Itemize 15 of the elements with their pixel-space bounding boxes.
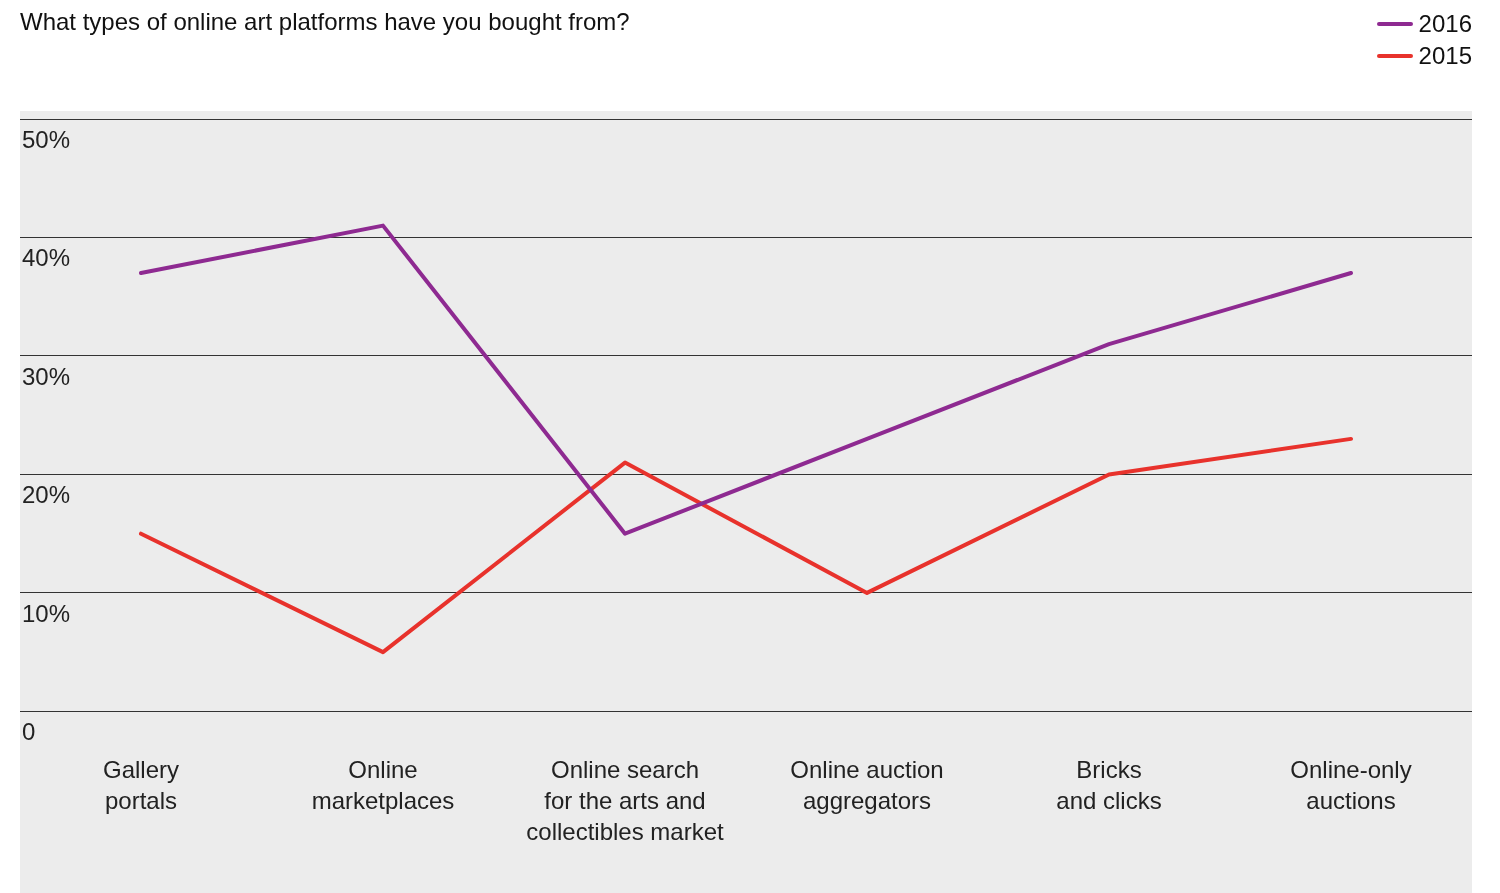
y-tick-label: 30% (22, 362, 71, 390)
legend-label: 2016 (1418, 9, 1472, 39)
legend-label: 2015 (1418, 41, 1472, 71)
y-tick-label: 40% (22, 244, 71, 272)
x-tick-label: Online search for the arts and collectibles market (526, 755, 725, 846)
y-tick-label: 0 (22, 718, 36, 746)
chart-title: What types of online art platforms have you bought from? (20, 8, 630, 36)
x-tick-label: Bricks and clicks (1056, 755, 1162, 814)
x-tick-label: Gallery portals (102, 755, 180, 814)
y-tick-label: 20% (22, 481, 71, 509)
y-tick-label: 50% (22, 125, 71, 153)
x-tick-label: Online-only auctions (1290, 755, 1412, 814)
x-tick-label: Online marketplaces (311, 755, 455, 814)
y-tick-label: 10% (22, 599, 71, 627)
x-tick-label: Online auction aggregators (790, 755, 944, 814)
